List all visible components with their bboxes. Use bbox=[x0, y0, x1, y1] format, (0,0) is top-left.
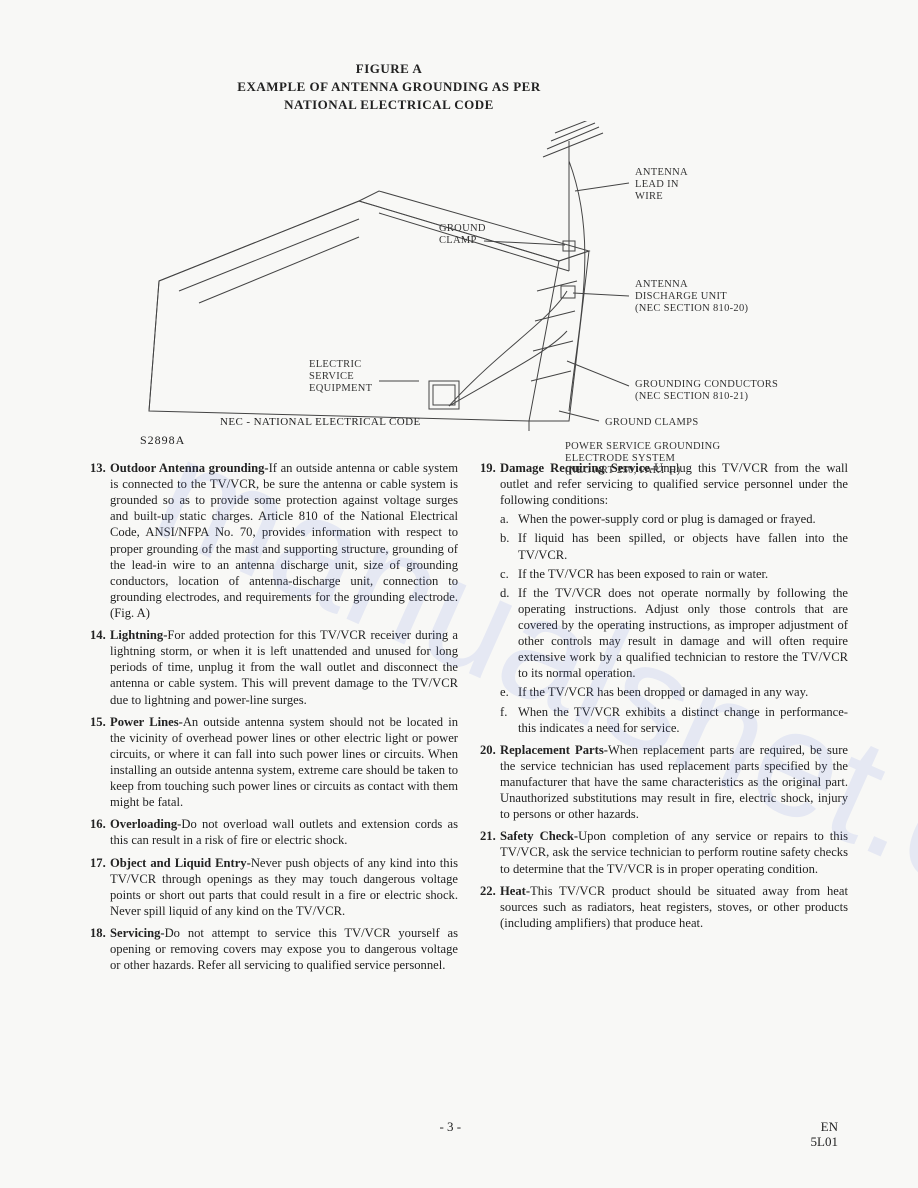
item-lead: Lightning- bbox=[110, 628, 167, 642]
sub-text: If liquid has been spilled, or objects h… bbox=[518, 530, 848, 562]
instruction-item: 15.Power Lines-An outside antenna system… bbox=[90, 714, 458, 811]
item-body: If an outside antenna or cable system is… bbox=[110, 461, 458, 620]
figure-a-region: FIGURE A EXAMPLE OF ANTENNA GROUNDING AS… bbox=[90, 60, 848, 450]
item-text: Power Lines-An outside antenna system sh… bbox=[110, 714, 458, 811]
item-text: Damage Requiring Service-Unplug this TV/… bbox=[500, 460, 848, 736]
item-number: 20. bbox=[480, 742, 500, 823]
footer-lang: EN bbox=[811, 1119, 838, 1135]
sub-letter: b. bbox=[500, 530, 518, 562]
item-number: 21. bbox=[480, 828, 500, 876]
instruction-item: 21.Safety Check-Upon completion of any s… bbox=[480, 828, 848, 876]
label-power-service: POWER SERVICE GROUNDING ELECTRODE SYSTEM… bbox=[565, 441, 720, 477]
item-body: This TV/VCR product should be situated a… bbox=[500, 884, 848, 930]
item-text: Object and Liquid Entry-Never push objec… bbox=[110, 855, 458, 919]
sub-text: When the TV/VCR exhibits a distinct chan… bbox=[518, 704, 848, 736]
sub-item: e.If the TV/VCR has been dropped or dama… bbox=[500, 684, 848, 700]
instruction-item: 16.Overloading-Do not overload wall outl… bbox=[90, 816, 458, 848]
instruction-item: 13.Outdoor Antenna grounding-If an outsi… bbox=[90, 460, 458, 621]
figure-title-line3: NATIONAL ELECTRICAL CODE bbox=[0, 96, 848, 114]
figure-title-line1: FIGURE A bbox=[0, 60, 848, 78]
item-lead: Power Lines- bbox=[110, 715, 183, 729]
instructions-columns: 13.Outdoor Antenna grounding-If an outsi… bbox=[90, 460, 848, 979]
instruction-item: 20.Replacement Parts-When replacement pa… bbox=[480, 742, 848, 823]
instruction-item: 14.Lightning-For added protection for th… bbox=[90, 627, 458, 708]
instruction-item: 22.Heat-This TV/VCR product should be si… bbox=[480, 883, 848, 931]
figure-title: FIGURE A EXAMPLE OF ANTENNA GROUNDING AS… bbox=[0, 60, 848, 115]
item-lead: Object and Liquid Entry- bbox=[110, 856, 251, 870]
label-electric-service: ELECTRIC SERVICE EQUIPMENT bbox=[309, 359, 372, 395]
item-number: 22. bbox=[480, 883, 500, 931]
item-number: 15. bbox=[90, 714, 110, 811]
sub-letter: f. bbox=[500, 704, 518, 736]
item-text: Servicing-Do not attempt to service this… bbox=[110, 925, 458, 973]
left-column: 13.Outdoor Antenna grounding-If an outsi… bbox=[90, 460, 458, 979]
item-lead: Safety Check- bbox=[500, 829, 578, 843]
item-text: Outdoor Antenna grounding-If an outside … bbox=[110, 460, 458, 621]
footer-code: 5L01 bbox=[811, 1134, 838, 1150]
instruction-item: 18.Servicing-Do not attempt to service t… bbox=[90, 925, 458, 973]
sub-letter: d. bbox=[500, 585, 518, 682]
sub-text: When the power-supply cord or plug is da… bbox=[518, 511, 816, 527]
label-discharge-unit: ANTENNA DISCHARGE UNIT (NEC SECTION 810-… bbox=[635, 279, 748, 315]
sub-item: b.If liquid has been spilled, or objects… bbox=[500, 530, 848, 562]
instruction-item: 17.Object and Liquid Entry-Never push ob… bbox=[90, 855, 458, 919]
item-number: 13. bbox=[90, 460, 110, 621]
item-text: Safety Check-Upon completion of any serv… bbox=[500, 828, 848, 876]
instruction-item: 19.Damage Requiring Service-Unplug this … bbox=[480, 460, 848, 736]
sub-item: a.When the power-supply cord or plug is … bbox=[500, 511, 848, 527]
item-lead: Servicing- bbox=[110, 926, 165, 940]
label-ground-clamps: GROUND CLAMPS bbox=[605, 417, 698, 429]
sub-letter: c. bbox=[500, 566, 518, 582]
label-antenna-lead-in: ANTENNA LEAD IN WIRE bbox=[635, 167, 688, 203]
page-number: - 3 - bbox=[90, 1119, 811, 1150]
manual-page: manualsnet.com FIGURE A EXAMPLE OF ANTEN… bbox=[0, 0, 918, 1188]
item-lead: Heat- bbox=[500, 884, 530, 898]
sub-item: f.When the TV/VCR exhibits a distinct ch… bbox=[500, 704, 848, 736]
sub-letter: e. bbox=[500, 684, 518, 700]
item-number: 18. bbox=[90, 925, 110, 973]
item-text: Lightning-For added protection for this … bbox=[110, 627, 458, 708]
sub-item: d.If the TV/VCR does not operate normall… bbox=[500, 585, 848, 682]
page-footer: - 3 - EN 5L01 bbox=[0, 1119, 918, 1150]
figure-footer-code: NEC - NATIONAL ELECTRICAL CODE bbox=[220, 416, 421, 428]
figure-model-number: S2898A bbox=[140, 433, 185, 448]
item-lead: Outdoor Antenna grounding- bbox=[110, 461, 269, 475]
item-number: 14. bbox=[90, 627, 110, 708]
sub-item: c.If the TV/VCR has been exposed to rain… bbox=[500, 566, 848, 582]
item-number: 17. bbox=[90, 855, 110, 919]
item-text: Heat-This TV/VCR product should be situa… bbox=[500, 883, 848, 931]
right-column: 19.Damage Requiring Service-Unplug this … bbox=[480, 460, 848, 979]
sub-text: If the TV/VCR has been exposed to rain o… bbox=[518, 566, 768, 582]
item-lead: Overloading- bbox=[110, 817, 181, 831]
item-number: 19. bbox=[480, 460, 500, 736]
item-text: Replacement Parts-When replacement parts… bbox=[500, 742, 848, 823]
item-lead: Replacement Parts- bbox=[500, 743, 608, 757]
antenna-grounding-diagram: ANTENNA LEAD IN WIRE GROUND CLAMP ANTENN… bbox=[99, 121, 839, 431]
item-text: Overloading-Do not overload wall outlets… bbox=[110, 816, 458, 848]
label-grounding-conductors: GROUNDING CONDUCTORS (NEC SECTION 810-21… bbox=[635, 379, 778, 403]
figure-title-line2: EXAMPLE OF ANTENNA GROUNDING AS PER bbox=[0, 78, 848, 96]
sub-letter: a. bbox=[500, 511, 518, 527]
label-ground-clamp: GROUND CLAMP bbox=[439, 223, 486, 247]
item-number: 16. bbox=[90, 816, 110, 848]
sub-text: If the TV/VCR does not operate normally … bbox=[518, 585, 848, 682]
sub-text: If the TV/VCR has been dropped or damage… bbox=[518, 684, 808, 700]
